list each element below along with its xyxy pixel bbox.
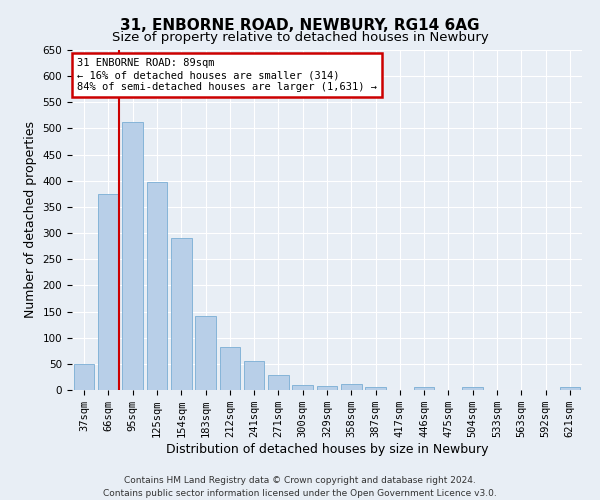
Bar [146, 182, 167, 390]
Bar [122, 122, 143, 390]
Bar [365, 388, 386, 390]
Bar [171, 238, 191, 390]
Bar [341, 384, 362, 390]
Bar [244, 361, 265, 390]
Bar [317, 386, 337, 390]
Bar [292, 385, 313, 390]
Bar [463, 388, 483, 390]
Bar [414, 388, 434, 390]
Bar [98, 194, 119, 390]
X-axis label: Distribution of detached houses by size in Newbury: Distribution of detached houses by size … [166, 443, 488, 456]
Bar [74, 364, 94, 390]
Bar [560, 388, 580, 390]
Bar [220, 346, 240, 390]
Text: 31, ENBORNE ROAD, NEWBURY, RG14 6AG: 31, ENBORNE ROAD, NEWBURY, RG14 6AG [120, 18, 480, 32]
Y-axis label: Number of detached properties: Number of detached properties [24, 122, 37, 318]
Bar [268, 376, 289, 390]
Text: 31 ENBORNE ROAD: 89sqm
← 16% of detached houses are smaller (314)
84% of semi-de: 31 ENBORNE ROAD: 89sqm ← 16% of detached… [77, 58, 377, 92]
Text: Contains HM Land Registry data © Crown copyright and database right 2024.
Contai: Contains HM Land Registry data © Crown c… [103, 476, 497, 498]
Text: Size of property relative to detached houses in Newbury: Size of property relative to detached ho… [112, 31, 488, 44]
Bar [195, 316, 216, 390]
